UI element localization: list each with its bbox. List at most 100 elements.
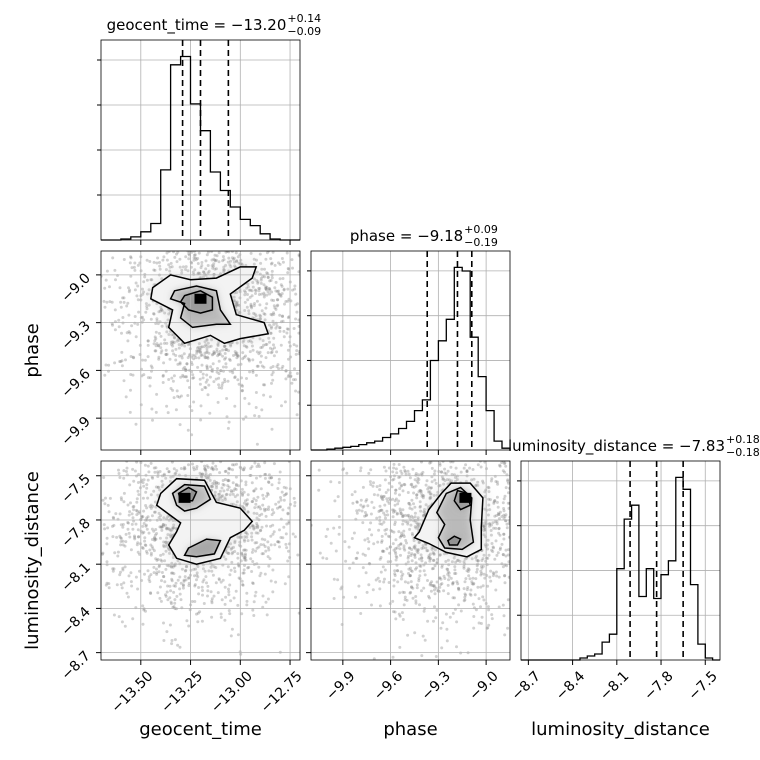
- sample-point: [266, 597, 270, 601]
- sample-point: [401, 590, 405, 594]
- sample-point: [212, 380, 216, 384]
- sample-point: [401, 515, 405, 519]
- sample-point: [421, 470, 425, 474]
- sample-point: [428, 557, 432, 561]
- sample-point: [479, 605, 482, 609]
- sample-point: [466, 570, 470, 573]
- y-axis-label-phase: phase: [22, 323, 43, 377]
- sample-point: [119, 540, 123, 543]
- sample-point: [120, 586, 124, 590]
- sample-point: [254, 391, 258, 394]
- sample-point: [285, 546, 289, 550]
- sample-point: [184, 565, 188, 569]
- sample-point: [192, 253, 196, 257]
- sample-point: [201, 376, 205, 380]
- sample-point: [380, 496, 384, 500]
- sample-point: [282, 287, 286, 291]
- sample-point: [104, 278, 108, 282]
- sample-point: [337, 532, 341, 536]
- sample-point: [224, 348, 228, 352]
- sample-point: [413, 631, 417, 635]
- sample-point: [407, 572, 410, 575]
- sample-point: [406, 633, 410, 637]
- sample-point: [223, 352, 227, 355]
- sample-point: [442, 482, 446, 486]
- sample-point: [149, 493, 153, 497]
- sample-point: [150, 514, 154, 518]
- sample-point: [205, 364, 209, 368]
- sample-point: [359, 498, 363, 502]
- sample-point: [507, 521, 510, 525]
- sample-point: [264, 507, 268, 511]
- sample-point: [134, 335, 138, 339]
- sample-point: [154, 505, 158, 509]
- sample-point: [289, 355, 293, 359]
- sample-point: [447, 571, 451, 575]
- sample-point: [264, 286, 268, 290]
- sample-point: [414, 472, 418, 475]
- sample-point: [168, 357, 172, 361]
- sample-point: [467, 574, 471, 578]
- sample-point: [438, 576, 442, 580]
- sample-point: [224, 595, 228, 599]
- sample-point: [286, 512, 290, 516]
- sample-point: [357, 584, 361, 588]
- sample-point: [277, 292, 281, 296]
- sample-point: [431, 559, 435, 562]
- sample-point: [413, 553, 417, 557]
- sample-point: [258, 313, 262, 317]
- sample-point: [412, 502, 415, 506]
- sample-point: [254, 549, 258, 553]
- sample-point: [428, 559, 432, 563]
- sample-point: [414, 599, 418, 603]
- sample-point: [433, 592, 437, 596]
- sample-point: [211, 266, 215, 270]
- sample-point: [138, 486, 142, 490]
- sample-point: [162, 544, 166, 547]
- sample-point: [130, 512, 134, 516]
- sample-point: [415, 479, 419, 483]
- sample-point: [166, 318, 170, 322]
- sample-point: [143, 272, 147, 276]
- sample-point: [393, 572, 397, 576]
- sample-point: [151, 418, 154, 422]
- sample-point: [165, 330, 169, 334]
- sample-point: [468, 592, 472, 596]
- sample-point: [355, 500, 359, 504]
- sample-point: [493, 499, 497, 503]
- sample-point: [294, 292, 298, 296]
- sample-point: [235, 303, 239, 307]
- sample-point: [260, 345, 264, 349]
- sample-point: [400, 574, 404, 578]
- sample-point: [145, 527, 149, 531]
- sample-point: [130, 324, 134, 328]
- sample-point: [129, 580, 133, 584]
- sample-point: [185, 564, 189, 568]
- sample-point: [364, 571, 368, 575]
- sample-point: [270, 325, 274, 329]
- sample-point: [297, 402, 300, 406]
- sample-point: [153, 536, 157, 540]
- sample-point: [204, 468, 208, 472]
- sample-point: [181, 373, 185, 377]
- sample-point: [142, 509, 146, 513]
- sample-point: [204, 386, 208, 390]
- sample-point: [430, 580, 434, 584]
- sample-point: [369, 512, 373, 516]
- sample-point: [224, 493, 228, 497]
- sample-point: [101, 552, 104, 556]
- sample-point: [149, 506, 153, 510]
- sample-point: [326, 527, 330, 531]
- sample-point: [240, 376, 243, 380]
- sample-point: [127, 286, 130, 290]
- sample-point: [451, 611, 455, 615]
- sample-point: [236, 603, 240, 607]
- sample-point: [256, 462, 260, 466]
- sample-point: [255, 279, 259, 282]
- sample-point: [222, 265, 226, 269]
- sample-point: [293, 535, 297, 539]
- sample-point: [424, 503, 428, 507]
- sample-point: [269, 257, 273, 261]
- sample-point: [226, 565, 230, 569]
- sample-point: [475, 567, 479, 571]
